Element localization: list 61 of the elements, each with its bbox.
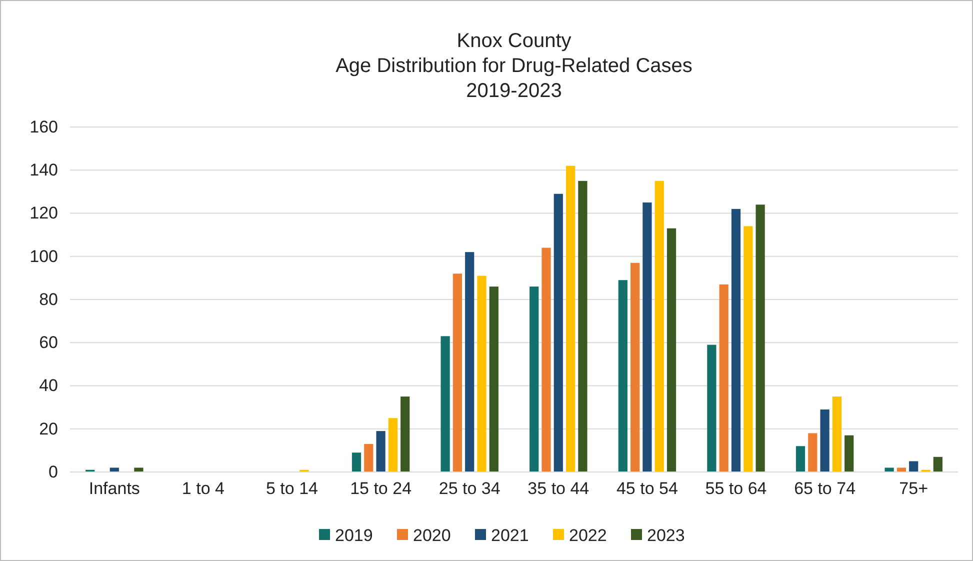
bar [110,468,119,472]
bar [465,252,474,472]
bar [844,435,854,472]
bar [477,276,486,472]
bar [630,262,640,472]
y-tick-label: 20 [39,419,58,438]
bar [796,446,806,472]
bar [388,418,398,472]
bar [707,344,716,472]
bar [452,274,462,472]
bar [530,286,539,472]
bar [666,228,676,472]
bar [364,444,374,472]
bar [654,180,664,472]
bar [554,194,563,472]
bar [884,468,894,472]
bar [400,396,410,472]
bar [578,180,588,472]
bar [719,284,728,472]
x-tick-label: 55 to 64 [705,479,767,498]
bar [744,226,753,472]
y-tick-label: 120 [30,204,58,223]
y-tick-label: 160 [30,117,58,136]
bar [808,433,818,472]
bar [642,202,652,472]
bar [376,431,386,472]
legend-label: 2020 [413,526,451,545]
legend-label: 2019 [335,526,373,545]
y-tick-label: 0 [48,462,58,482]
y-tick-label: 60 [39,333,58,352]
chart-title: Knox County Age Distribution for Drug-Related Cases 2019-2023 [336,30,692,102]
x-tick-label: 5 to 14 [266,479,318,498]
legend-label: 2022 [569,526,607,545]
legend-label: 2023 [647,526,685,545]
legend-label: 2021 [491,526,529,545]
bar [756,204,765,472]
bar [440,336,450,472]
bar [909,461,918,472]
x-tick-label: 1 to 4 [182,479,224,498]
bar [566,166,576,472]
bar [489,286,498,472]
bar [618,280,628,472]
x-tick-label: 65 to 74 [794,479,856,498]
bar [933,456,942,472]
x-tick-label: 25 to 34 [438,479,500,498]
bar [542,248,551,472]
x-tick-label: Infants [88,479,140,498]
bar [731,208,741,472]
y-tick-label: 40 [39,376,58,396]
bar [134,468,144,472]
bar [896,468,906,472]
bar [832,396,842,472]
x-tick-label: 75+ [899,479,928,498]
y-tick-label: 100 [30,246,58,266]
bar [820,409,830,472]
y-tick-label: 80 [39,290,58,309]
y-tick-label: 140 [30,160,58,180]
x-tick-label: 45 to 54 [616,479,678,498]
x-tick-label: 15 to 24 [350,479,412,498]
x-tick-label: 35 to 44 [528,479,590,498]
bar [352,452,362,472]
